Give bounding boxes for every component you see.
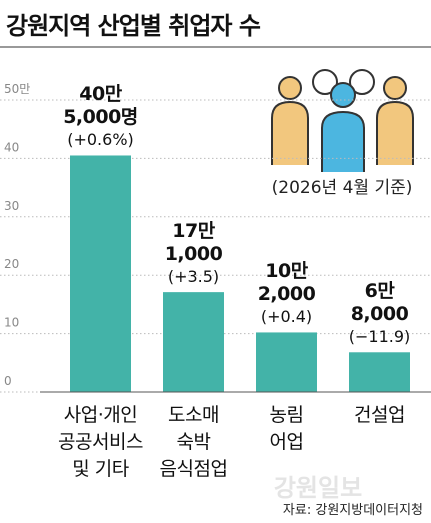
bar [70,155,131,392]
value-label: 40만 5,000명 [63,83,138,129]
chart-title: 강원지역 산업별 취업자 수 [6,12,261,40]
change-label: (+3.5) [167,267,220,287]
change-label: (+0.6%) [67,130,134,150]
value-label: 10만 2,000 [257,260,316,306]
x-tick-label: 농림 어업 [269,404,304,453]
x-tick-label: 건설업 [354,404,405,426]
value-label: 17만 1,000 [164,220,223,266]
y-tick-label: 40 [4,140,19,154]
bar-label: 10만 2,000 (+0.4) [232,260,342,328]
source: 자료: 강원지방데이터지청 [283,503,423,518]
people-icon [271,69,414,172]
bar [163,292,224,392]
change-label: (−11.9) [348,327,411,347]
bar [256,332,317,392]
bar-label: 40만 5,000명 (+0.6%) [46,83,156,151]
x-tick-label: 도소매 숙박 음식점업 [159,404,228,480]
watermark: 강원일보 [274,474,362,502]
y-tick-label: 10 [4,316,19,330]
y-tick-label: 20 [4,257,19,271]
change-label: (+0.4) [260,307,313,327]
y-tick-label: 50만 [4,82,30,96]
value-label: 6만 8,000 [350,280,409,326]
bar-label: 17만 1,000 (+3.5) [139,220,249,288]
note: (2026년 4월 기준) [272,178,413,198]
bar [349,352,410,392]
x-tick-label: 사업·개인 공공서비스 및 기타 [58,404,143,480]
y-tick-label: 0 [4,374,12,388]
bar-label: 6만 8,000 (−11.9) [325,280,431,348]
y-tick-label: 30 [4,199,19,213]
